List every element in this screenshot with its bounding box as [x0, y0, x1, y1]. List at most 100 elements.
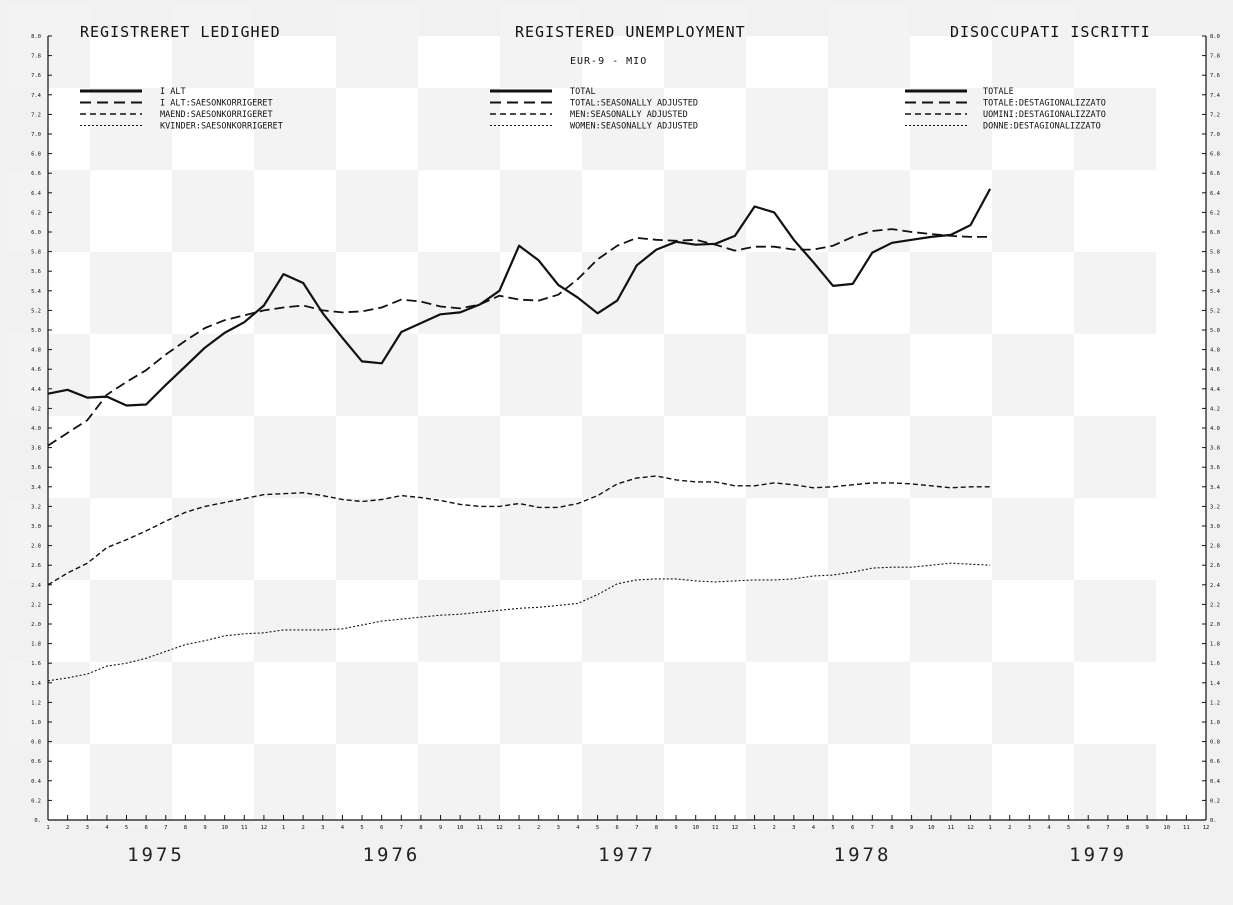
series-lines [47, 188, 992, 682]
y-tick-label-right: 4.8 [1210, 348, 1220, 354]
x-tick-label: 4 [105, 825, 109, 831]
y-tick-label-left: 0.6 [31, 759, 41, 765]
x-tick-label: 2 [1008, 825, 1011, 831]
y-tick-label-right: 5.6 [1210, 269, 1220, 275]
y-tick-label-right: 5.4 [1210, 289, 1221, 295]
x-tick-label: 7 [164, 825, 167, 831]
background-tile [500, 170, 582, 252]
y-tick-label-right: 5.0 [1210, 328, 1220, 334]
background-tile [418, 416, 500, 498]
x-tick-label: 9 [674, 825, 677, 831]
x-tick-label: 3 [86, 825, 89, 831]
background-tile [1074, 252, 1156, 334]
legend-label: MAEND:SAESONKORRIGERET [160, 110, 273, 120]
background-tile [992, 498, 1074, 580]
y-tick-label-right: 5.8 [1210, 250, 1220, 256]
x-tick-label: 6 [616, 825, 619, 831]
background-tile [500, 498, 582, 580]
x-tick-label: 7 [400, 825, 403, 831]
background-tile [828, 6, 910, 88]
x-tick-label: 5 [360, 825, 363, 831]
x-tick-label: 5 [596, 825, 599, 831]
x-tick-label: 9 [1145, 825, 1148, 831]
y-tick-label-left: 4.2 [31, 406, 41, 412]
x-tick-label: 9 [910, 825, 913, 831]
background-tile [172, 334, 254, 416]
y-tick-label-left: 0.4 [31, 779, 42, 785]
y-tick-label-right: 7.2 [1210, 112, 1220, 118]
y-tick-label-left: 1.2 [31, 700, 41, 706]
y-tick-label-left: 3.2 [31, 504, 41, 510]
x-tick-label: 12 [732, 825, 739, 831]
background-tile [254, 744, 336, 826]
x-tick-label: 5 [831, 825, 834, 831]
background-tile [1074, 416, 1156, 498]
background-tile [664, 6, 746, 88]
legend-label: TOTAL [570, 87, 596, 97]
x-tick-label: 1 [282, 825, 285, 831]
y-tick-label-right: 7.0 [1210, 132, 1220, 138]
y-tick-label-left: 2.2 [31, 602, 41, 608]
y-tick-label-left: 7.0 [31, 132, 41, 138]
y-tick-label-left: 3.4 [31, 485, 42, 491]
x-tick-label: 8 [419, 825, 422, 831]
y-tick-label-right: 1.4 [1210, 681, 1221, 687]
background-tile [336, 6, 418, 88]
x-tick-label: 12 [261, 825, 268, 831]
y-tick-label-right: 4.2 [1210, 406, 1220, 412]
background-tile [1074, 580, 1156, 662]
x-tick-label: 10 [221, 825, 228, 831]
y-tick-label-right: 0. [1210, 818, 1217, 824]
y-tick-label-right: 1.0 [1210, 720, 1220, 726]
x-tick-label: 5 [1067, 825, 1070, 831]
y-tick-label-left: 7.2 [31, 112, 41, 118]
y-tick-label-left: 3.6 [31, 465, 41, 471]
y-tick-label-left: 6.0 [31, 230, 41, 236]
background-tile [254, 88, 336, 170]
background-tile [254, 580, 336, 662]
background-tile [910, 252, 992, 334]
x-tick-label: 2 [301, 825, 304, 831]
x-axis: 1 2 3 4 5 6 7 8 9 10 11 12 1 2 3 4 5 6 7 8 9 10 11 12 1 2 3 4 5 6 7 8 9 1… [46, 815, 1209, 866]
background-tile [746, 88, 828, 170]
x-tick-label: 8 [1126, 825, 1129, 831]
y-tick-label-right: 2.4 [1210, 583, 1221, 589]
x-tick-label: 4 [341, 825, 345, 831]
x-tick-label: 11 [241, 825, 248, 831]
y-tick-label-left: 5.0 [31, 328, 41, 334]
legend-label: MEN:SEASONALLY ADJUSTED [570, 110, 688, 120]
year-label: 1979 [1069, 844, 1127, 866]
y-tick-label-left: 2.6 [31, 563, 41, 569]
y-tick-label-right: 4.6 [1210, 367, 1220, 373]
x-tick-label: 3 [1028, 825, 1031, 831]
y-tick-label-right: 6.0 [1210, 230, 1220, 236]
legend-label: I ALT:SAESONKORRIGERET [160, 99, 273, 109]
background-tile [172, 6, 254, 88]
y-tick-label-right: 3.6 [1210, 465, 1220, 471]
y-tick-label-left: 1.0 [31, 720, 41, 726]
background-tile [336, 662, 418, 744]
background-tile [8, 334, 90, 416]
y-tick-label-left: 2.4 [31, 583, 42, 589]
x-tick-label: 1 [517, 825, 520, 831]
y-tick-label-left: 6.4 [31, 191, 42, 197]
background-tile [910, 88, 992, 170]
background-tile [254, 416, 336, 498]
x-tick-label: 1 [988, 825, 991, 831]
y-tick-label-left: 3.8 [31, 446, 41, 452]
background-tile [254, 252, 336, 334]
y-tick-label-left: 1.6 [31, 661, 41, 667]
y-tick-label-right: 2.2 [1210, 602, 1220, 608]
y-tick-label-right: 3.4 [1210, 485, 1221, 491]
background-tile [992, 334, 1074, 416]
x-tick-label: 4 [1047, 825, 1051, 831]
legend-label: TOTALE:DESTAGIONALIZZATO [983, 99, 1106, 109]
y-tick-label-right: 8.0 [1210, 34, 1220, 40]
y-tick-label-left: 4.8 [31, 348, 41, 354]
y-tick-label-right: 0.4 [1210, 779, 1221, 785]
background-tile [1074, 744, 1156, 826]
x-tick-label: 8 [655, 825, 658, 831]
x-tick-label: 9 [203, 825, 206, 831]
y-tick-label-left: 0.8 [31, 740, 41, 746]
